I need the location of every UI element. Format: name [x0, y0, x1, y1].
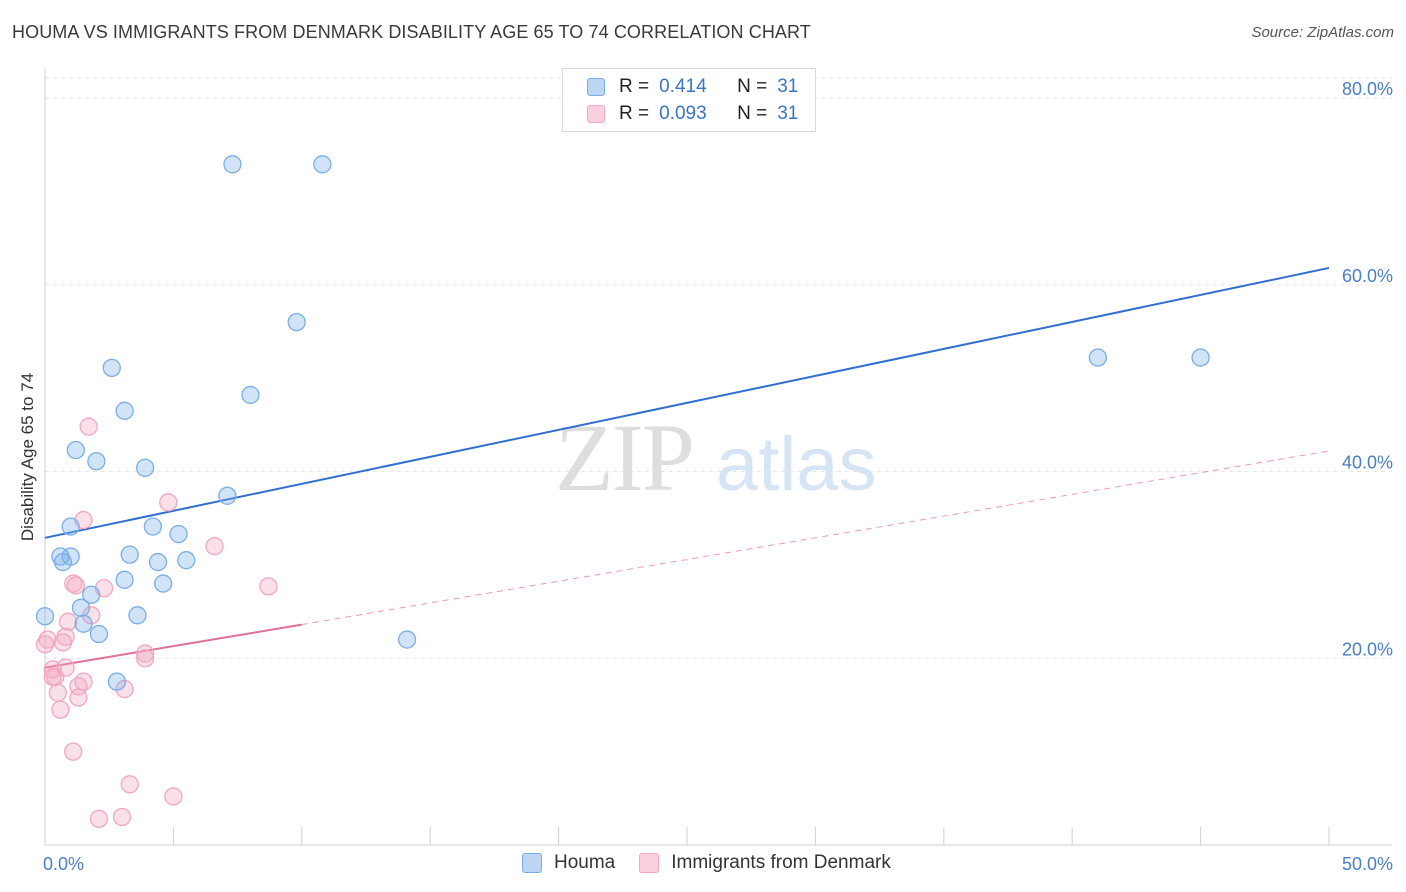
- denmark-point: [64, 742, 83, 761]
- legend-row-denmark: R = 0.093 N = 31: [587, 101, 798, 127]
- houma-point: [397, 630, 417, 649]
- houma-point: [74, 614, 93, 633]
- houma-point: [115, 401, 134, 420]
- houma-point: [102, 358, 121, 378]
- denmark-point: [58, 612, 78, 631]
- houma-point: [53, 552, 73, 572]
- houma-point: [153, 574, 173, 593]
- denmark-point: [159, 493, 178, 512]
- houma-point: [35, 607, 55, 626]
- denmark-trend-line: [44, 623, 302, 669]
- denmark-trend-line-dashed: [301, 450, 1330, 626]
- houma-trend-line: [44, 266, 1330, 539]
- y-axis-label: Disability Age 65 to 74: [18, 373, 37, 541]
- houma-point: [61, 517, 80, 536]
- houma-point: [1088, 348, 1108, 367]
- houma-point: [148, 552, 168, 572]
- houma-point: [89, 624, 109, 644]
- houma-point: [71, 598, 91, 617]
- watermark: ZIP atlas: [555, 404, 877, 511]
- legend-houma-label: Houma: [554, 852, 616, 873]
- legend-item-houma[interactable]: Houma: [522, 852, 615, 874]
- denmark-point: [164, 787, 183, 806]
- houma-point: [177, 551, 196, 570]
- houma-point: [120, 545, 139, 564]
- denmark-point: [64, 574, 83, 593]
- legend-n-label: N =: [737, 76, 768, 97]
- houma-point: [82, 585, 101, 604]
- y-tick-label: 20.0%: [1342, 639, 1393, 659]
- denmark-swatch-icon: [639, 853, 660, 873]
- denmark-point: [53, 633, 73, 652]
- houma-point: [115, 570, 134, 589]
- legend-denmark-label: Immigrants from Denmark: [671, 852, 891, 873]
- houma-swatch-icon: [587, 78, 605, 96]
- denmark-point: [66, 576, 85, 595]
- y-tick-label: 80.0%: [1342, 79, 1393, 99]
- gridlines: [45, 77, 1392, 659]
- houma-point: [218, 486, 237, 505]
- source-label: Source: ZipAtlas.com: [1251, 24, 1394, 41]
- trend-lines: [44, 266, 1330, 669]
- houma-point: [313, 155, 332, 174]
- denmark-point: [46, 667, 65, 687]
- denmark-point: [115, 679, 134, 699]
- houma-point: [143, 517, 163, 536]
- houma-point: [1191, 348, 1210, 367]
- houma-swatch-icon: [522, 853, 542, 873]
- houma-point: [107, 672, 127, 691]
- houma-point: [136, 458, 155, 477]
- correlation-legend: R = 0.414 N = 31 R = 0.093 N = 31: [562, 68, 816, 132]
- legend-r-value: 0.093: [659, 103, 707, 124]
- data-points: [35, 155, 1210, 829]
- legend-n-label: N =: [737, 103, 768, 124]
- chart-title: HOUMA VS IMMIGRANTS FROM DENMARK DISABIL…: [12, 22, 811, 42]
- houma-point: [169, 524, 188, 544]
- denmark-point: [112, 807, 132, 827]
- y-tick-label: 60.0%: [1342, 266, 1393, 286]
- legend-r-label: R =: [619, 76, 650, 97]
- houma-point: [66, 440, 85, 460]
- denmark-point: [35, 635, 55, 654]
- denmark-swatch-icon: [587, 105, 605, 123]
- legend-r-value: 0.414: [659, 76, 707, 97]
- y-tick-label: 40.0%: [1342, 453, 1393, 473]
- denmark-point: [48, 683, 67, 702]
- legend-n-value: 31: [777, 76, 799, 97]
- houma-point: [287, 312, 306, 332]
- axes: [44, 68, 1392, 846]
- houma-point: [241, 385, 260, 405]
- houma-point: [128, 606, 147, 625]
- denmark-point: [51, 700, 70, 719]
- series-legend: Houma Immigrants from Denmark: [522, 852, 915, 874]
- houma-point: [87, 452, 106, 471]
- x-tick-label: 0.0%: [43, 854, 84, 874]
- denmark-point: [136, 644, 155, 663]
- denmark-point: [205, 537, 224, 556]
- watermark-atlas: atlas: [716, 422, 877, 507]
- legend-item-denmark[interactable]: Immigrants from Denmark: [639, 852, 891, 874]
- houma-point: [223, 155, 242, 174]
- denmark-point: [136, 649, 155, 668]
- denmark-point: [69, 688, 88, 707]
- watermark-zip: ZIP: [555, 404, 693, 511]
- legend-r-label: R =: [619, 103, 650, 124]
- denmark-point: [259, 577, 278, 596]
- tick-labels: 20.0% 40.0% 60.0% 80.0% 0.0% 50.0%: [43, 79, 1393, 874]
- x-tick-label: 50.0%: [1342, 854, 1393, 874]
- legend-n-value: 31: [777, 103, 799, 124]
- legend-row-houma: R = 0.414 N = 31: [587, 74, 798, 100]
- denmark-point: [120, 775, 139, 794]
- denmark-point: [79, 417, 98, 436]
- denmark-point: [89, 809, 109, 829]
